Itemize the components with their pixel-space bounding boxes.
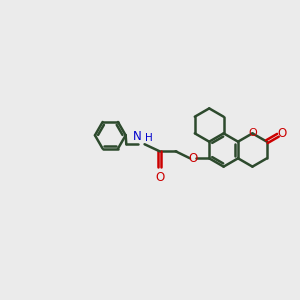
Text: N: N [133,130,141,143]
Text: O: O [155,171,164,184]
Text: O: O [189,152,198,165]
Text: H: H [145,133,153,143]
Text: O: O [277,127,286,140]
Text: O: O [248,128,257,138]
